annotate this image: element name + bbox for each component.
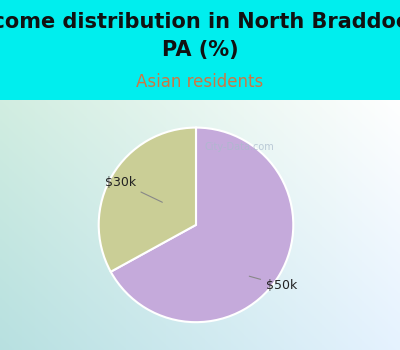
Text: PA (%): PA (%) [162, 40, 238, 60]
Wedge shape [99, 127, 196, 272]
Text: $50k: $50k [249, 276, 297, 292]
Wedge shape [111, 127, 293, 322]
Text: City-Data.com: City-Data.com [205, 142, 275, 152]
Text: Asian residents: Asian residents [136, 73, 264, 91]
Text: $30k: $30k [104, 176, 162, 202]
Text: Income distribution in North Braddock,: Income distribution in North Braddock, [0, 12, 400, 32]
